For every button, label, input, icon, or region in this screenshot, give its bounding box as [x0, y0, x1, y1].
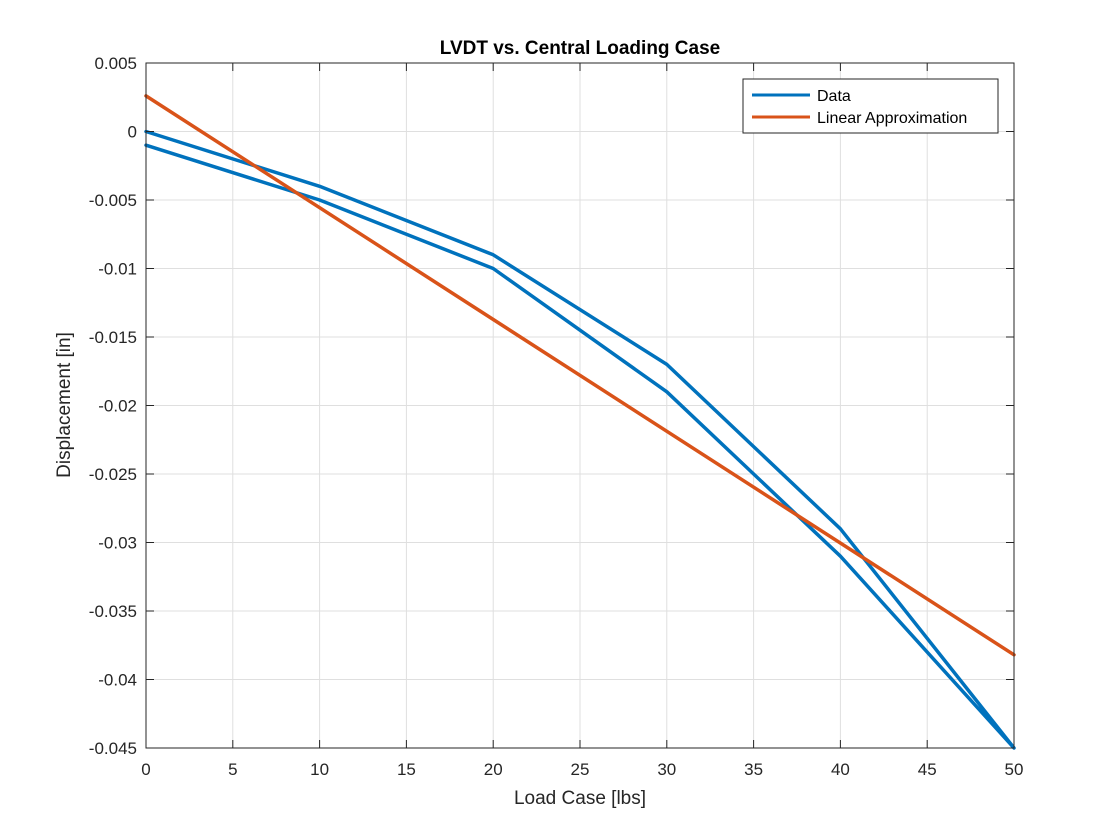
y-tick-label: -0.01 [98, 260, 137, 279]
x-tick-label: 40 [831, 760, 850, 779]
x-tick-label: 15 [397, 760, 416, 779]
y-tick-label: -0.005 [89, 191, 137, 210]
y-tick-label: -0.015 [89, 328, 137, 347]
x-tick-label: 50 [1005, 760, 1024, 779]
y-tick-label: 0 [128, 123, 137, 142]
x-tick-label: 25 [571, 760, 590, 779]
legend-box [742, 78, 999, 134]
x-tick-label: 45 [918, 760, 937, 779]
y-tick-label: -0.02 [98, 397, 137, 416]
y-axis-tick-labels: 0.005 0 -0.005 -0.01 -0.015 -0.02 -0.025 -0.03 -… [89, 54, 137, 758]
y-tick-label: -0.04 [98, 671, 137, 690]
x-tick-label: 35 [744, 760, 763, 779]
legend: Data Linear Approximation [742, 78, 999, 134]
axis-ticks [145, 62, 1015, 749]
x-tick-label: 10 [310, 760, 329, 779]
x-tick-label: 0 [141, 760, 150, 779]
y-tick-label: -0.03 [98, 534, 137, 553]
x-axis-tick-labels: 0 5 10 15 20 25 30 35 40 45 50 [141, 760, 1023, 779]
series-line-linear-approximation [144, 94, 1016, 657]
y-tick-label: -0.025 [89, 465, 137, 484]
x-tick-label: 5 [228, 760, 237, 779]
y-axis-label: Displacement [in] [54, 332, 75, 478]
x-axis-label: Load Case [lbs] [514, 788, 646, 809]
legend-label-linear-approximation: Linear Approximation [817, 110, 967, 127]
x-tick-label: 20 [484, 760, 503, 779]
x-tick-label: 30 [657, 760, 676, 779]
y-tick-label: -0.035 [89, 602, 137, 621]
y-tick-label: -0.045 [89, 739, 137, 758]
chart-title: LVDT vs. Central Loading Case [440, 38, 720, 59]
legend-label-data: Data [817, 88, 851, 105]
y-tick-label: 0.005 [94, 54, 137, 73]
